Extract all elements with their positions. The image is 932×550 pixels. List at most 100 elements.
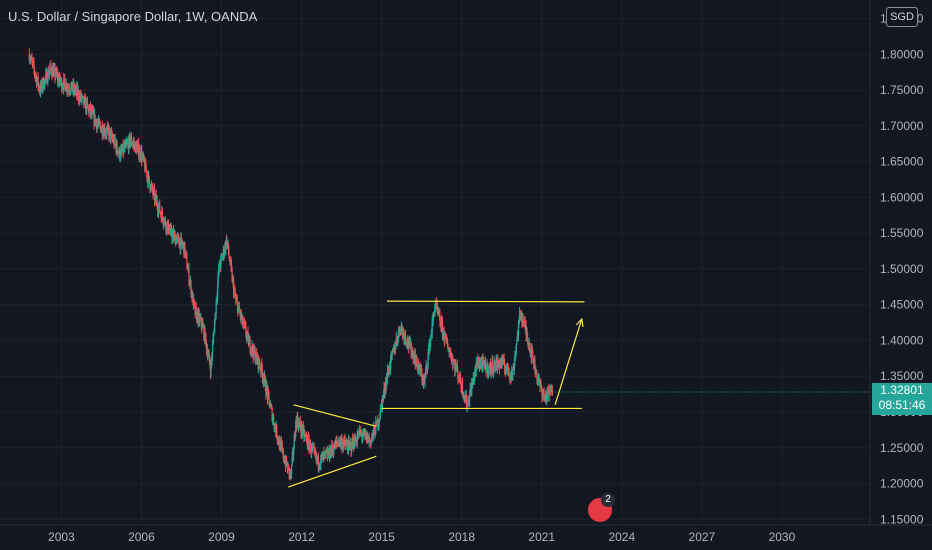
candle-body — [343, 438, 346, 440]
candle-body — [493, 363, 495, 370]
candle-body — [412, 351, 414, 360]
candle-body — [492, 371, 494, 374]
candle-body — [459, 373, 462, 383]
candle-body — [487, 363, 489, 375]
candle-body — [104, 127, 106, 135]
candle-body — [395, 345, 397, 350]
candle-body — [386, 369, 389, 379]
candle-body — [410, 342, 412, 356]
candle-body — [529, 343, 531, 352]
candle-body — [213, 332, 215, 334]
candle-body — [116, 142, 118, 151]
price-tick-label: 1.65000 — [880, 155, 924, 169]
tradingview-logo-icon[interactable] — [586, 496, 614, 524]
candle-body — [442, 330, 444, 336]
candle-body — [121, 150, 123, 152]
candle-body — [111, 137, 114, 139]
candle-body — [108, 128, 111, 138]
candle-body — [154, 195, 156, 201]
candle-body — [437, 310, 439, 314]
candle-body — [38, 85, 40, 90]
candle-body — [160, 213, 162, 215]
candle-body — [418, 367, 420, 371]
candle-body — [81, 98, 83, 100]
candle-body — [425, 366, 427, 372]
candle-body — [220, 257, 222, 268]
candle-body — [231, 269, 233, 281]
chart-grid — [0, 0, 870, 525]
currency-selector[interactable]: SGD — [886, 7, 918, 27]
candle-body — [330, 450, 332, 458]
candle-body — [432, 319, 434, 321]
candle-body — [309, 442, 312, 453]
candle-body — [150, 185, 152, 191]
candle-body — [246, 335, 248, 338]
candle-body — [312, 447, 314, 449]
candle-body — [384, 382, 387, 392]
candle-body — [423, 379, 425, 381]
candle-body — [473, 376, 475, 382]
candle-body — [233, 291, 235, 295]
candle-body — [50, 68, 53, 74]
candle-body — [369, 437, 371, 440]
candle-body — [29, 59, 31, 61]
candle-body — [170, 227, 173, 236]
candle-body — [60, 81, 62, 83]
candle-body — [337, 443, 339, 445]
candle-body — [434, 306, 436, 308]
candle-body — [163, 219, 165, 224]
candle-body — [383, 387, 386, 394]
candle-body — [81, 96, 83, 99]
candle-body — [397, 333, 399, 340]
candle-body — [321, 455, 323, 457]
time-tick-label: 2009 — [208, 530, 235, 544]
candle-body — [474, 369, 476, 377]
candle-body — [514, 354, 516, 358]
candle-body — [147, 174, 150, 184]
candle-body — [244, 325, 247, 327]
candle-body — [460, 382, 462, 387]
candle-body — [537, 378, 540, 381]
candle-body — [379, 408, 381, 418]
time-axis[interactable]: 2003 2006 2009 2012 2015 2018 2021 2024 2027 2030 — [48, 530, 796, 544]
candle-body — [73, 85, 76, 92]
candle-body — [396, 338, 398, 340]
candle-body — [67, 87, 69, 90]
candle-body — [218, 270, 220, 273]
candle-body — [529, 350, 531, 352]
candle-body — [467, 401, 469, 407]
candle-body — [99, 122, 101, 124]
candle-body — [43, 78, 45, 89]
candle-body — [291, 465, 293, 475]
candle-body — [114, 137, 116, 144]
candle-body — [215, 301, 217, 314]
candle-body — [349, 443, 351, 446]
candle-body — [252, 345, 254, 352]
candle-body — [540, 385, 543, 392]
price-axis[interactable]: 1.150001.200001.250001.300001.350001.400… — [880, 12, 924, 527]
candle-body — [378, 420, 380, 422]
time-tick-label: 2015 — [368, 530, 395, 544]
candle-body — [449, 350, 451, 353]
candle-body — [177, 235, 179, 237]
candle-body — [377, 419, 379, 428]
candle-body — [211, 344, 214, 356]
candle-body — [502, 358, 504, 364]
candle-body — [216, 295, 218, 300]
candle-body — [331, 445, 333, 451]
candle-body — [234, 292, 236, 298]
candle-body — [434, 307, 436, 316]
candle-body — [509, 374, 511, 377]
candle-body — [137, 145, 139, 148]
candle-body — [134, 142, 137, 152]
candle-body — [447, 347, 449, 352]
candle-body — [40, 84, 42, 94]
candle-body — [214, 321, 216, 333]
candle-body — [507, 368, 509, 375]
price-tick-label: 1.50000 — [880, 262, 924, 276]
candle-body — [271, 408, 273, 421]
candle-body — [159, 212, 161, 214]
candle-body — [200, 317, 202, 326]
price-tick-label: 1.45000 — [880, 298, 924, 312]
